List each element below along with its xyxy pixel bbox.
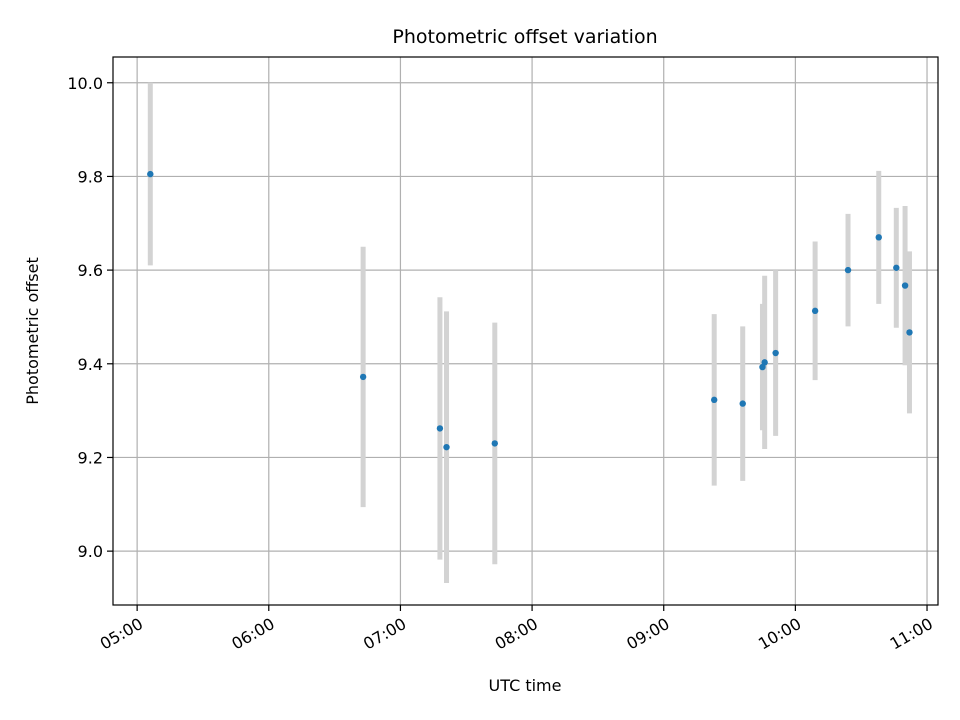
y-axis-ticks: 9.0 9.2 9.4 9.6 9.8 10.0 bbox=[67, 74, 113, 561]
x-axis-ticks: 05:00 06:00 07:00 08:00 09:00 10:00 11:00 bbox=[97, 605, 936, 654]
data-point bbox=[772, 349, 779, 357]
data-point bbox=[901, 282, 909, 289]
plot-area-frame bbox=[112, 56, 939, 606]
y-axis-title: Photometric offset bbox=[23, 257, 42, 405]
x-tick-label: 07:00 bbox=[360, 614, 409, 654]
data-point bbox=[875, 234, 882, 241]
y-tick-label: 10.0 bbox=[67, 74, 103, 93]
data-point bbox=[739, 400, 746, 407]
y-tick-label: 9.4 bbox=[78, 355, 103, 374]
data-point bbox=[436, 425, 444, 432]
y-tick-label: 9.8 bbox=[78, 167, 103, 186]
data-point bbox=[761, 359, 768, 366]
grid-lines bbox=[113, 57, 938, 605]
y-tick-label: 9.0 bbox=[78, 542, 103, 561]
data-point bbox=[906, 329, 913, 336]
data-point bbox=[844, 266, 852, 274]
y-tick-label: 9.2 bbox=[78, 448, 103, 467]
data-point bbox=[359, 373, 367, 381]
data-point bbox=[811, 307, 819, 315]
x-tick-label: 09:00 bbox=[623, 614, 672, 654]
data-point bbox=[443, 443, 450, 451]
data-point bbox=[710, 396, 718, 404]
x-tick-label: 10:00 bbox=[755, 614, 804, 654]
y-tick-label: 9.6 bbox=[78, 261, 103, 280]
chart-title: Photometric offset variation bbox=[392, 26, 657, 48]
x-axis-title: UTC time bbox=[489, 676, 562, 695]
x-tick-label: 06:00 bbox=[228, 614, 277, 654]
data-point bbox=[893, 264, 900, 271]
x-tick-label: 11:00 bbox=[887, 614, 936, 654]
x-tick-label: 08:00 bbox=[492, 614, 541, 654]
data-points bbox=[147, 170, 913, 451]
x-tick-label: 05:00 bbox=[97, 614, 146, 654]
data-point bbox=[491, 440, 498, 447]
data-point bbox=[147, 170, 154, 178]
